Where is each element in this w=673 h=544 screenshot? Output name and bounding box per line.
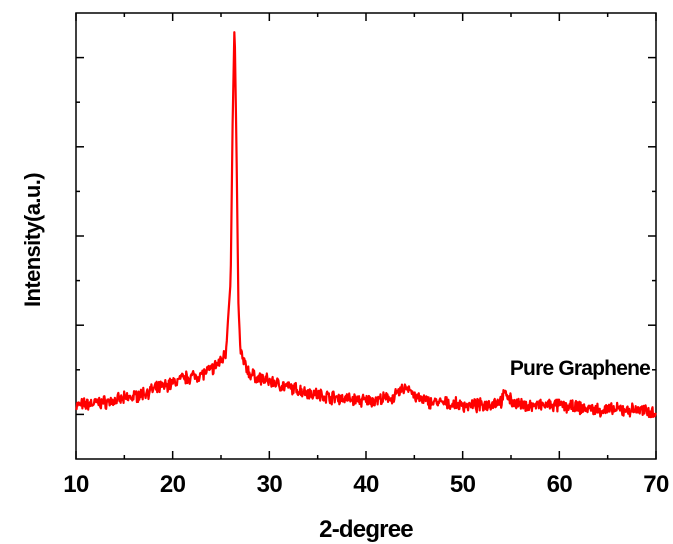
x-tick-label: 40	[353, 471, 379, 498]
x-tick-label: 70	[643, 471, 669, 498]
plot-frame	[75, 12, 657, 460]
series-line-pure-graphene	[75, 31, 657, 419]
x-tick-label: 50	[450, 471, 476, 498]
x-tick-label: 30	[257, 471, 283, 498]
x-axis-ticks: 10 20 30 40 50 60 70	[63, 13, 670, 498]
x-tick-label: 60	[547, 471, 573, 498]
x-tick-label: 20	[160, 471, 186, 498]
y-axis-title: Intensity(a.u.)	[20, 173, 45, 307]
series-layer	[75, 31, 657, 419]
y-axis-ticks	[76, 56, 656, 416]
annotation-label: Pure Graphene	[510, 357, 650, 380]
x-axis-title: 2-degree	[319, 516, 413, 543]
x-tick-label: 10	[63, 471, 89, 498]
